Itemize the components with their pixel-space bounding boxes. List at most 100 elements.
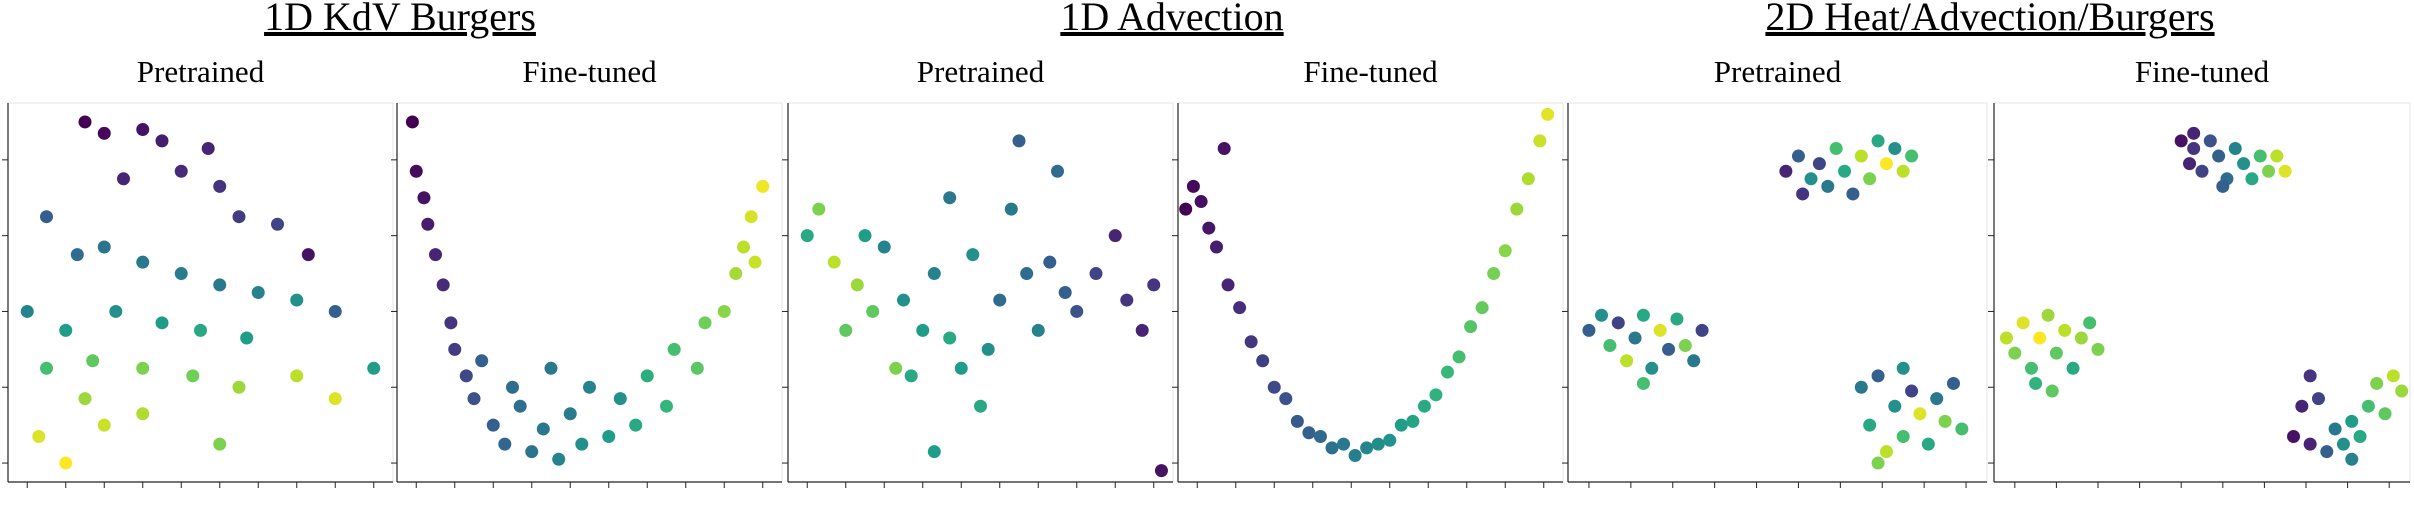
point	[1636, 308, 1650, 322]
point	[525, 445, 539, 459]
point	[1475, 301, 1489, 315]
point	[2174, 134, 2188, 148]
point	[544, 361, 558, 375]
point	[1541, 107, 1555, 121]
point	[1348, 448, 1362, 462]
point	[2303, 369, 2317, 383]
point	[981, 342, 995, 356]
point	[1946, 376, 1960, 390]
point	[744, 210, 758, 224]
point	[1930, 392, 1944, 406]
point	[467, 392, 481, 406]
group-title: 2D Heat/Advection/Burgers	[1765, 0, 2214, 39]
point	[213, 437, 227, 451]
point	[1796, 187, 1810, 201]
point	[232, 210, 246, 224]
point	[660, 399, 673, 413]
point	[40, 210, 53, 224]
point	[2041, 308, 2055, 322]
point	[858, 229, 872, 243]
point	[904, 369, 918, 383]
point	[2045, 384, 2059, 398]
point	[2370, 376, 2384, 390]
point	[136, 407, 150, 421]
point	[186, 369, 200, 383]
point	[897, 293, 910, 307]
point	[1070, 304, 1084, 318]
point	[1863, 418, 1877, 432]
point	[1938, 414, 1952, 428]
point	[429, 248, 442, 262]
point	[1521, 172, 1535, 186]
point	[97, 240, 111, 254]
point	[943, 331, 957, 345]
point	[417, 191, 431, 205]
point	[2320, 445, 2334, 459]
point	[1020, 267, 1034, 281]
point	[1871, 369, 1885, 383]
point	[2345, 452, 2359, 466]
point	[563, 407, 577, 421]
point	[1325, 441, 1339, 455]
point	[974, 399, 987, 413]
point	[839, 323, 853, 337]
point	[174, 267, 188, 281]
point	[1279, 392, 1293, 406]
point	[2195, 164, 2209, 178]
point	[240, 331, 254, 345]
point	[1202, 221, 1216, 235]
point	[290, 369, 304, 383]
point	[1089, 267, 1103, 281]
point	[97, 126, 111, 140]
point	[756, 179, 770, 193]
point	[2033, 331, 2047, 345]
point	[1687, 354, 1701, 368]
point	[690, 361, 704, 375]
point	[2187, 141, 2201, 155]
point	[328, 304, 342, 318]
point	[2378, 407, 2392, 421]
point	[70, 248, 84, 262]
point	[498, 437, 512, 451]
point	[1791, 149, 1805, 163]
point	[1662, 342, 1676, 356]
point	[459, 369, 473, 383]
point	[2074, 331, 2088, 345]
point	[136, 255, 150, 269]
point	[1913, 407, 1927, 421]
panel-title: Fine-tuned	[1303, 54, 1438, 89]
point	[1233, 301, 1247, 315]
point	[2328, 422, 2342, 436]
plot-frame	[7, 102, 394, 483]
point	[2216, 179, 2230, 193]
plot-frame	[1567, 102, 1988, 483]
point	[1628, 331, 1642, 345]
panel-title: Pretrained	[917, 54, 1045, 89]
point	[136, 361, 150, 375]
point	[2245, 172, 2259, 186]
point	[290, 293, 304, 307]
point	[1871, 456, 1885, 470]
point	[1955, 422, 1969, 436]
point	[1620, 354, 1634, 368]
point	[602, 430, 616, 444]
point	[552, 452, 566, 466]
point	[1031, 323, 1045, 337]
point	[2228, 141, 2242, 155]
point	[1464, 320, 1478, 334]
point	[194, 323, 207, 337]
point	[1921, 437, 1935, 451]
point	[1871, 134, 1885, 148]
point	[301, 248, 315, 262]
point	[1012, 134, 1026, 148]
point	[2024, 361, 2038, 375]
point	[1595, 308, 1609, 322]
plot-frame	[1177, 102, 1564, 483]
point	[1147, 278, 1161, 292]
point	[927, 445, 941, 459]
point	[866, 304, 880, 318]
point	[174, 164, 188, 178]
point	[97, 418, 111, 432]
point	[1051, 164, 1064, 178]
point	[1290, 414, 1304, 428]
